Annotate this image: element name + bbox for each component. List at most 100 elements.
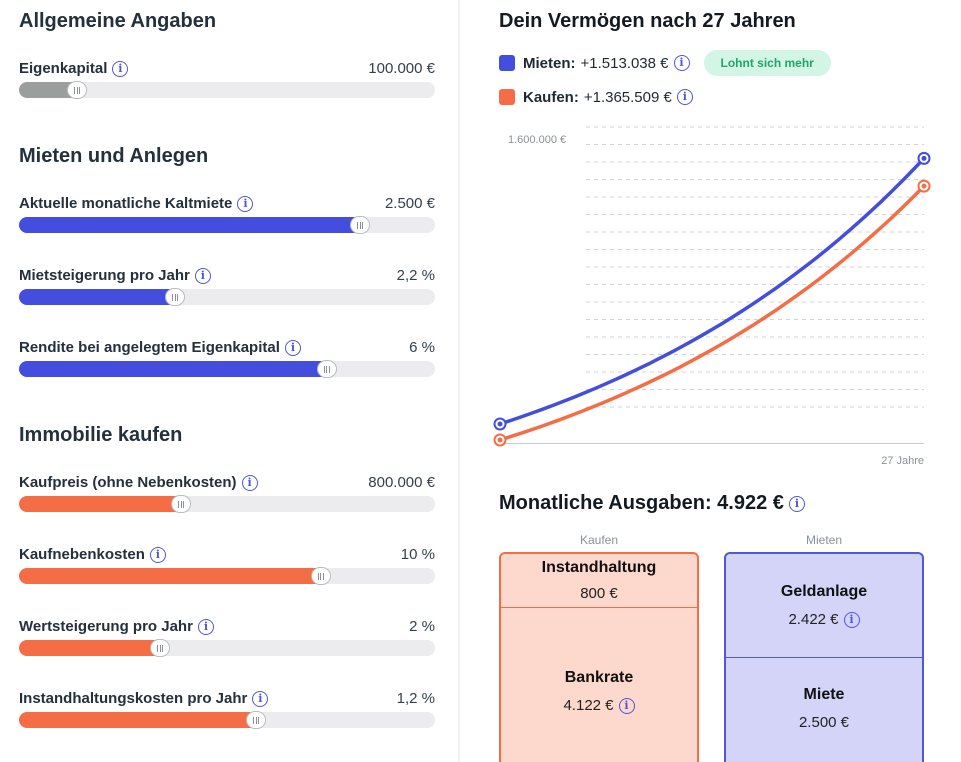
winner-badge: Lohnt sich mehr (703, 50, 831, 76)
legend-value: +1.513.038 € (580, 54, 669, 72)
expense-value: 800 € (580, 585, 618, 602)
slider-fill (19, 712, 265, 728)
expense-value: 2.500 € (798, 714, 850, 731)
y-tick-label: 1.600.000 € (508, 134, 566, 146)
slider-thumb[interactable] (67, 81, 88, 99)
slider-buy-1[interactable]: Kaufnebenkosten i 10 % (19, 546, 435, 586)
slider-label: Mietsteigerung pro Jahr (19, 267, 190, 284)
slider-rent-2[interactable]: Rendite bei angelegtem Eigenkapital i 6 % (19, 339, 435, 379)
slider-value: 2 % (409, 618, 435, 635)
expense-value: 2.422 € (788, 611, 839, 628)
slider-value: 800.000 € (368, 474, 435, 491)
slider-label: Kaufnebenkosten (19, 546, 145, 563)
slider-thumb[interactable] (310, 567, 331, 585)
slider-value: 1,2 % (396, 690, 435, 707)
point-rent-start-core (497, 421, 503, 427)
expenses-title-text: Monatliche Ausgaben: 4.922 € (499, 492, 784, 514)
slider-track[interactable] (19, 639, 435, 657)
info-icon[interactable]: i (788, 495, 805, 512)
section-title-general: Allgemeine Angaben (19, 10, 217, 32)
point-rent-end-core (921, 155, 927, 161)
info-icon[interactable]: i (284, 339, 301, 356)
info-icon[interactable]: i (673, 55, 690, 71)
point-buy-end-core (921, 183, 927, 189)
slider-fill (19, 289, 183, 305)
info-icon[interactable]: i (241, 474, 258, 491)
result-panel: Dein Vermögen nach 27 Jahren Mieten: +1.… (460, 0, 961, 762)
legend-value: +1.365.509 € (583, 88, 672, 106)
column-label-rent: Mieten (805, 533, 843, 547)
legend-buy: Kaufen: +1.365.509 € i (499, 86, 693, 108)
slider-label: Wertsteigerung pro Jahr (19, 618, 193, 635)
expense-box-investment: Geldanlage 2.422 € i (724, 552, 924, 659)
slider-label: Instandhaltungskosten pro Jahr (19, 690, 248, 707)
slider-label: Eigenkapital (19, 60, 108, 77)
input-panel: Allgemeine Angaben Eigenkapital i 100.000… (0, 0, 460, 762)
slider-fill (19, 496, 190, 512)
expense-title: Bankrate (564, 669, 634, 686)
expenses-title: Monatliche Ausgaben: 4.922 € i (499, 492, 805, 515)
slider-thumb[interactable] (165, 288, 185, 306)
slider-label: Rendite bei angelegtem Eigenkapital (19, 339, 280, 356)
slider-value: 100.000 € (368, 60, 435, 77)
info-icon[interactable]: i (194, 267, 211, 284)
series-line-buy (498, 184, 926, 442)
legend-rent: Mieten: +1.513.038 € i Lohnt sich mehr (499, 50, 831, 76)
expense-title: Miete (803, 686, 845, 703)
info-icon[interactable]: i (618, 697, 635, 714)
slider-track[interactable] (19, 216, 435, 234)
slider-value: 6 % (409, 339, 435, 356)
slider-rent-0[interactable]: Aktuelle monatliche Kaltmiete i 2.500 € (19, 195, 435, 235)
expense-title: Instandhaltung (541, 559, 657, 576)
expense-value: 4.122 € (563, 697, 614, 714)
info-icon[interactable]: i (197, 618, 214, 635)
section-title-buy: Immobilie kaufen (19, 424, 183, 446)
info-icon[interactable]: i (149, 546, 166, 563)
expense-box-rent: Miete 2.500 € (724, 657, 924, 762)
info-icon[interactable]: i (843, 611, 860, 628)
info-icon[interactable]: i (676, 89, 693, 105)
legend-color-rent (499, 55, 515, 71)
slider-buy-2[interactable]: Wertsteigerung pro Jahr i 2 % (19, 618, 435, 658)
info-icon[interactable]: i (112, 60, 129, 77)
slider-track[interactable] (19, 81, 435, 99)
slider-fill (19, 217, 369, 233)
legend-name: Kaufen: (523, 88, 579, 106)
slider-buy-3[interactable]: Instandhaltungskosten pro Jahr i 1,2 % (19, 690, 435, 730)
slider-value: 2.500 € (384, 195, 435, 212)
slider-thumb[interactable] (316, 360, 337, 378)
slider-thumb[interactable] (171, 495, 192, 513)
slider-track[interactable] (19, 360, 435, 378)
slider-eigenkapital[interactable]: Eigenkapital i 100.000 € (19, 60, 435, 100)
slider-thumb[interactable] (246, 711, 267, 729)
slider-thumb[interactable] (350, 216, 371, 234)
column-label-buy: Kaufen (579, 533, 619, 547)
expense-title: Geldanlage (780, 583, 868, 600)
slider-value: 10 % (400, 546, 435, 563)
slider-buy-0[interactable]: Kaufpreis (ohne Nebenkosten) i 800.000 € (19, 474, 435, 514)
panel-divider (458, 0, 461, 762)
slider-fill (19, 361, 335, 377)
expense-box-maintenance: Instandhaltung 800 € (499, 552, 699, 609)
legend-name: Mieten: (523, 54, 576, 72)
slider-value: 2,2 % (396, 267, 435, 284)
slider-track[interactable] (19, 711, 435, 729)
slider-track[interactable] (19, 288, 435, 306)
slider-track[interactable] (19, 495, 435, 513)
section-title-rent: Mieten und Anlegen (19, 145, 209, 167)
chart-title: Dein Vermögen nach 27 Jahren (499, 10, 796, 32)
slider-fill (19, 568, 329, 584)
point-buy-start-core (497, 437, 503, 443)
slider-label: Kaufpreis (ohne Nebenkosten) (19, 474, 237, 491)
info-icon[interactable]: i (252, 690, 269, 707)
slider-label: Aktuelle monatliche Kaltmiete (19, 195, 233, 212)
expense-box-bank-rate: Bankrate 4.122 € i (499, 607, 699, 762)
info-icon[interactable]: i (237, 195, 254, 212)
slider-thumb[interactable] (150, 639, 171, 657)
series-line-rent (498, 156, 926, 426)
slider-rent-1[interactable]: Mietsteigerung pro Jahr i 2,2 % (19, 267, 435, 307)
wealth-chart: 1.600.000 € 27 Jahre (493, 126, 931, 467)
x-end-label: 27 Jahre (881, 455, 924, 467)
slider-track[interactable] (19, 567, 435, 585)
slider-fill (19, 640, 169, 656)
